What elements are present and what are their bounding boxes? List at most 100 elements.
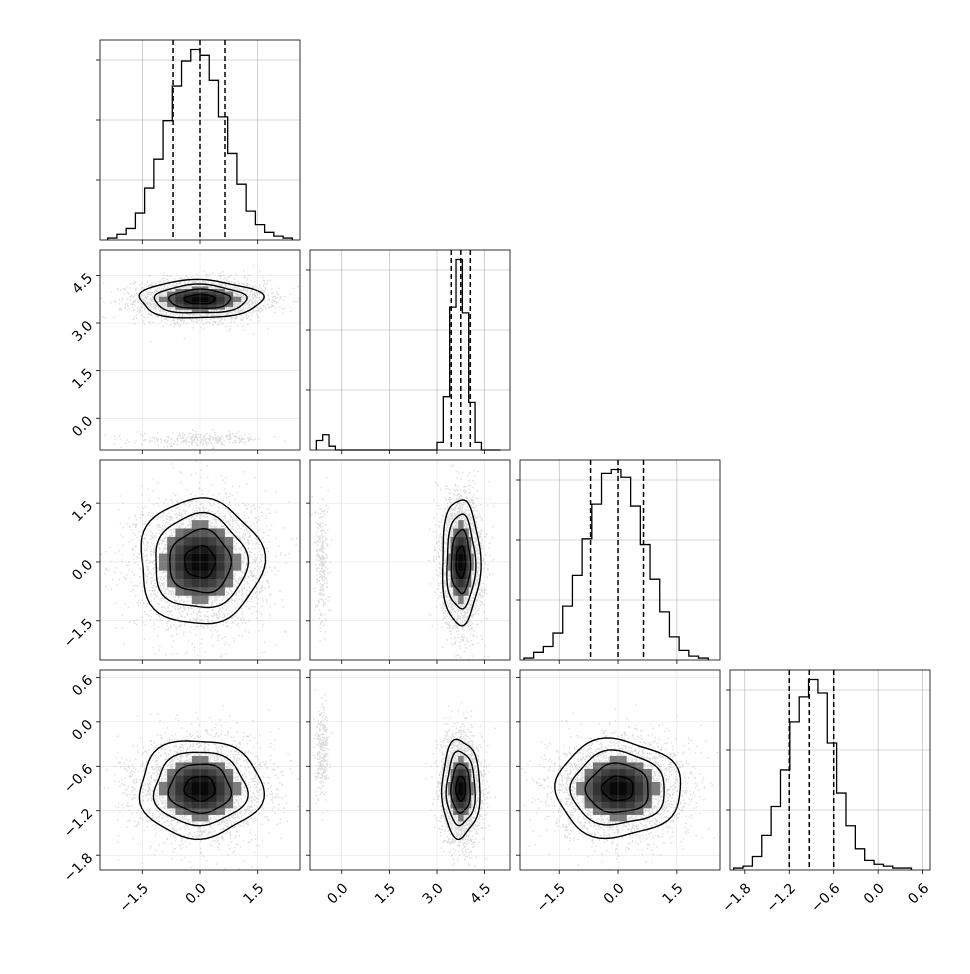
x-tick-label-3-2: −0.6 [808,880,843,915]
scatter-panel-1-3-density-cell [460,788,464,796]
scatter-panel-1-2-density-cell [460,561,464,571]
scatter-panel-0-2-density-cell [232,553,242,563]
scatter-panel-1-3-density-cell [460,814,464,822]
scatter-panel-0-3-density-cell [167,782,176,789]
scatter-panel-2-3-density-cell [601,801,610,809]
scatter-panel-1-3-density-cell [460,775,464,783]
scatter-panel-2-3-density-cell [618,795,627,802]
scatter-panel-1-2-density-cell [455,570,459,579]
scatter-panel-0-3-density-cell [175,768,184,776]
scatter-panel-1-3-density-cell [453,808,457,815]
scatter-panel-0-1-density-cell [183,299,193,303]
scatter-panel-0-1-density-cell [200,291,209,295]
scatter-panel-0-2-density-cell [191,561,201,571]
scatter-panel-1-2-density-cell [470,553,474,563]
scatter-panel-2-3-density-cell [643,801,652,809]
scatter-panel-0-3-density-cell [183,782,193,789]
scatter-panel-0-2-density-cell [158,553,168,563]
scatter-panel-0-3-density-cell [216,788,225,796]
scatter-panel-1-2-density-cell [463,570,467,579]
scatter-panel-0-2-density-cell [167,561,176,571]
scatter-panel-1-2-density-cell [463,578,467,588]
scatter-panel-1-2-density-cell [450,578,454,588]
scatter-panel-1-2-density-cell [453,545,457,554]
scatter-panel-2-3-density-cell [634,775,644,783]
scatter-panel-2-3-density-cell [592,782,602,789]
scatter-panel-2-3-density-cell [609,782,619,789]
scatter-panel-0-1-density-cell [175,306,184,310]
scatter-panel-1-3-density-cell [458,755,462,763]
scatter-panel-1-2-density-cell [465,561,469,571]
scatter-panel-0-1-density-cell [183,294,193,297]
scatter-panel-2-3-density-cell [634,795,644,802]
scatter-panel-2-3-density-cell [651,788,661,796]
scatter-panel-1-2-density-cell [455,528,459,538]
scatter-panel-0-1-density-cell [208,294,217,297]
scatter-panel-1-3-density-cell [465,795,469,802]
scatter-panel-2-3-content [520,670,720,870]
scatter-panel-2-3-density-cell [618,762,627,770]
scatter-panel-0-1-density-cell [200,289,209,292]
scatter-panel-0-2-density-cell [224,570,234,579]
x-tick-label-1-0: 0.0 [324,880,351,907]
scatter-panel-0-2-density-cell [208,570,217,579]
scatter-panel-0-2-density-cell [208,528,217,538]
scatter-panel-1-2-density-cell [468,561,472,571]
scatter-panel-0-3-density-cell [224,801,234,809]
scatter-panel-0-2-density-cell [183,545,193,554]
y-tick-label-3-2: −0.6 [61,761,96,796]
scatter-panel-0-2-density-cell [216,553,225,563]
scatter-panel-2-3-frame [519,669,721,871]
y-tick-label-3-3: 0.0 [69,717,96,744]
scatter-panel-0-2-density-cell [200,528,209,538]
scatter-panel-0-2-density-cell [216,545,225,554]
scatter-panel-2-3-density-cell [592,788,602,796]
hist-panel-3-background [730,670,930,870]
scatter-panel-1-3-contour-2 [450,763,471,814]
scatter-panel-0-2-density-cell [232,561,242,571]
scatter-panel-0-1-density-cell [216,299,225,303]
scatter-panel-0-3-density-cell [200,782,209,789]
y-tick-label-3-1: −1.2 [61,806,96,841]
scatter-panel-1-3-background [310,670,510,870]
scatter-panel-2-3-density-cell [609,788,619,796]
scatter-panel-0-1-density-cell [183,296,193,300]
scatter-panel-1-2-density-cell [455,587,459,596]
hist-panel-3-step-line [733,678,913,870]
scatter-panel-2-3-density-cell [584,782,594,789]
scatter-panel-1-3-density-cell [460,768,464,776]
scatter-panel-2-3-density-cell [609,795,619,802]
scatter-panel-2-3-density-cell [601,782,610,789]
x-tick-label-3-1: −1.2 [764,880,799,915]
scatter-panel-1-3-density-cell [450,768,454,776]
scatter-panel-2-3-density-cell [609,762,619,770]
scatter-panel-0-3-density-cell [216,775,225,783]
scatter-panel-2-3-density-cell [634,788,644,796]
scatter-panel-1-3-density-cell [450,782,454,789]
x-tick-label-0-0: −1.5 [117,880,152,915]
scatter-panel-2-3-density-cell [592,775,602,783]
scatter-panel-0-3-density-cell [191,808,201,815]
scatter-panel-0-2-density-cell [175,587,184,596]
scatter-panel-0-2-density-cell [208,536,217,546]
scatter-panel-2-3-density-cell [618,801,627,809]
scatter-panel-0-1-density-cell [224,296,234,300]
scatter-panel-2-3-density-cell [651,782,661,789]
scatter-panel-1-2-density-cell [458,520,462,529]
scatter-panel-1-3-density-cell [470,788,474,796]
scatter-panel-0-3-density-cell [216,808,225,815]
scatter-panel-0-2-density-cell [208,578,217,588]
scatter-panel-0-3-density-cell [200,768,209,776]
scatter-panel-2-3-density-cell [618,788,627,796]
scatter-panel-0-2-content [100,460,300,660]
scatter-panel-1-3-density-cell [455,795,459,802]
y-tick-label-1-3: 4.5 [69,270,96,297]
y-tick-label-3-4: 0.6 [69,672,96,699]
scatter-panel-1-2-density-cell [463,536,467,546]
scatter-panel-1-2-density-cell [465,545,469,554]
scatter-panel-1-3-density-cell [448,788,451,796]
scatter-panel-0-3-density-cell [191,788,201,796]
scatter-panel-1-3-density-cell [460,795,464,802]
scatter-panel-1-3-density-cell [458,768,462,776]
x-tick-label-2-2: 1.5 [660,880,687,907]
